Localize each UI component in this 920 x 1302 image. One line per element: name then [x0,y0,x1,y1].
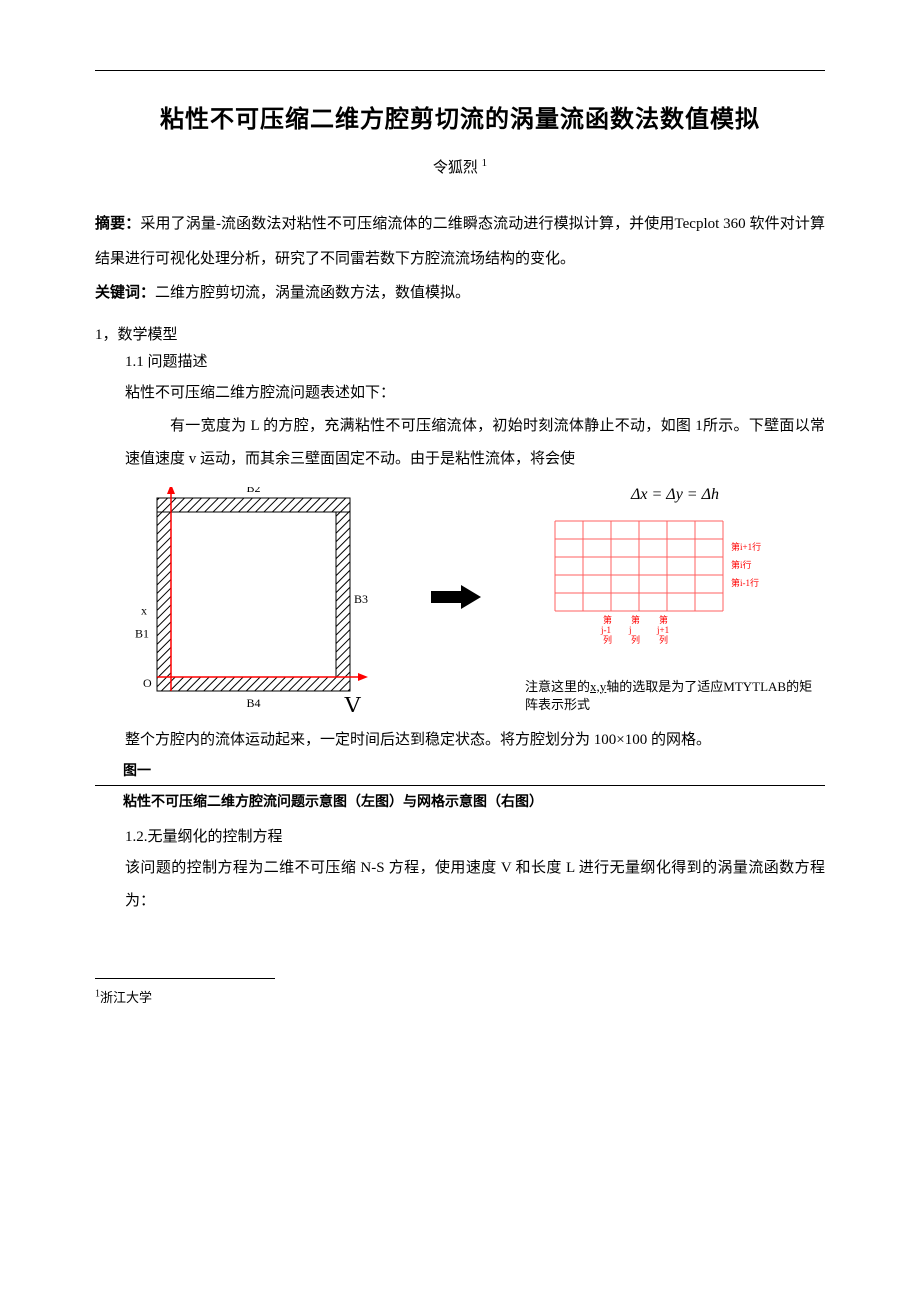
svg-text:j-1: j-1 [600,625,611,635]
abstract-label: 摘要： [95,215,140,232]
svg-text:x: x [141,603,147,617]
keywords-text: 二维方腔剪切流，涡量流函数方法，数值模拟。 [155,285,470,301]
subsec-1-1-title: 问题描述 [148,354,208,370]
svg-text:B3: B3 [354,592,368,606]
top-rule [95,70,825,71]
svg-text:B1: B1 [135,627,149,641]
subsec-1-2-title: 无量纲化的控制方程 [148,829,283,845]
svg-text:V: V [344,693,362,712]
cavity-svg: B2 x B1 B3 O B4 V [127,487,387,712]
svg-text:第i行: 第i行 [731,558,752,569]
caption-text: 粘性不可压缩二维方腔流问题示意图（左图）与网格示意图（右图） [123,788,825,815]
para-2: 有一宽度为 L 的方腔，充满粘性不可压缩流体，初始时刻流体静止不动，如图 1所示… [125,410,825,476]
svg-text:第: 第 [631,614,640,625]
svg-text:j+1: j+1 [656,625,669,635]
paper-title: 粘性不可压缩二维方腔剪切流的涡量流函数法数值模拟 [95,99,825,134]
section-1-title: 数学模型 [118,327,178,343]
section-1-heading: 1，数学模型 [95,323,825,344]
caption-rule [95,785,825,786]
footnote-text: 浙江大学 [100,990,152,1005]
figure-1: B2xB1B3OB4V Δx = Δy = Δh 第i+1行第i行第i-1行第j… [127,486,825,714]
subsec-1-2-num: 1.2. [125,829,148,845]
section-1-num: 1， [95,327,118,343]
svg-text:列: 列 [659,634,668,645]
figure-1-right-grid: Δx = Δy = Δh 第i+1行第i行第i-1行第j-1列第j列第j+1列 … [525,486,825,714]
para-4: 该问题的控制方程为二维不可压缩 N-S 方程，使用速度 V 和长度 L 进行无量… [125,852,825,918]
grid-note-a: 注意这里的 [525,679,590,694]
subsection-1-1: 1.1 问题描述 [125,350,825,371]
svg-text:j: j [628,625,632,635]
figure-1-caption: 图一 粘性不可压缩二维方腔流问题示意图（左图）与网格示意图（右图） [123,757,825,815]
svg-text:第i+1行: 第i+1行 [731,540,761,551]
subsec-1-1-num: 1.1 [125,354,144,370]
svg-text:B4: B4 [246,696,260,710]
svg-text:列: 列 [603,634,612,645]
author-affil-mark: 1 [482,157,488,169]
footnote-rule [95,978,275,979]
footnote-1: 1浙江大学 [95,987,825,1006]
keywords-label: 关键词： [95,284,155,301]
keywords: 关键词：二维方腔剪切流，涡量流函数方法，数值模拟。 [95,276,825,311]
author-line: 令狐烈 1 [95,156,825,177]
svg-text:第i-1行: 第i-1行 [731,576,759,587]
svg-text:第: 第 [659,614,668,625]
author-name: 令狐烈 [433,160,478,176]
abstract-text: 采用了涡量-流函数法对粘性不可压缩流体的二维瞬态流动进行模拟计算，并使用Tecp… [95,216,825,267]
grid-note-underline: x,y [590,679,606,694]
grid-svg: 第i+1行第i行第i-1行第j-1列第j列第j+1列 [525,516,825,646]
figure-arrow [431,585,481,614]
svg-text:B2: B2 [246,487,260,495]
svg-text:第: 第 [603,614,612,625]
svg-text:O: O [143,676,152,690]
caption-fig-num: 图一 [123,757,825,784]
arrow-icon [431,585,481,609]
subsection-1-2: 1.2.无量纲化的控制方程 [125,825,825,846]
svg-text:列: 列 [631,634,640,645]
figure-1-left-cavity: B2 x B1 B3 O B4 V [127,487,387,712]
para-1: 粘性不可压缩二维方腔流问题表述如下： [125,377,825,410]
abstract: 摘要：采用了涡量-流函数法对粘性不可压缩流体的二维瞬态流动进行模拟计算，并使用T… [95,207,825,276]
para-3: 整个方腔内的流体运动起来，一定时间后达到稳定状态。将方腔划分为 100×100 … [125,724,825,757]
grid-note: 注意这里的x,y轴的选取是为了适应MTYTLAB的矩阵表示形式 [525,678,825,714]
grid-equation: Δx = Δy = Δh [525,486,825,504]
